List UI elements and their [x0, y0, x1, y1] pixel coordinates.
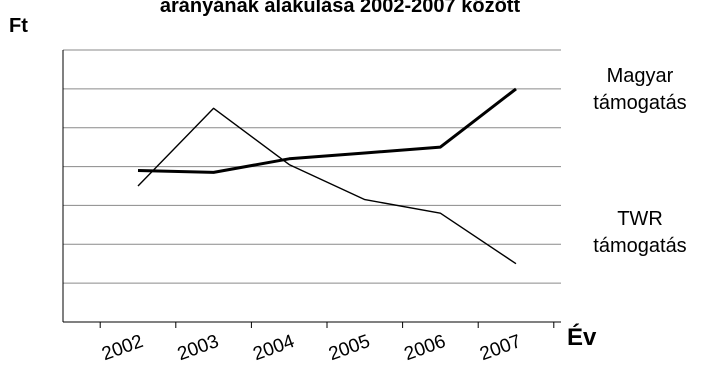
y-axis-label: Ft	[9, 15, 28, 37]
legend-label-line: Magyar	[607, 65, 674, 87]
legend-label-line: támogatás	[593, 235, 686, 257]
series-lines	[137, 87, 517, 265]
x-tick-label: 2002	[99, 331, 146, 365]
legend-label-line: TWR	[617, 208, 663, 230]
x-tick-label: 2005	[326, 331, 373, 365]
x-tick-label: 2003	[175, 331, 222, 365]
legend: Magyar támogatás TWR támogatás	[593, 65, 686, 257]
x-ticks	[99, 322, 555, 328]
x-tick-label: 2006	[402, 331, 449, 365]
x-tick-label: 2004	[250, 331, 297, 365]
x-tick-labels: 2002 2003 2004 2005 2006 2007	[99, 331, 524, 365]
x-axis-label: Év	[567, 323, 597, 351]
legend-label-line: támogatás	[593, 92, 686, 114]
series-line-2	[137, 107, 517, 265]
x-tick-label: 2007	[477, 331, 524, 365]
gridlines	[63, 49, 561, 284]
series-line-1	[137, 87, 517, 174]
chart-title: arányának alakulása 2002-2007 között	[160, 0, 521, 17]
